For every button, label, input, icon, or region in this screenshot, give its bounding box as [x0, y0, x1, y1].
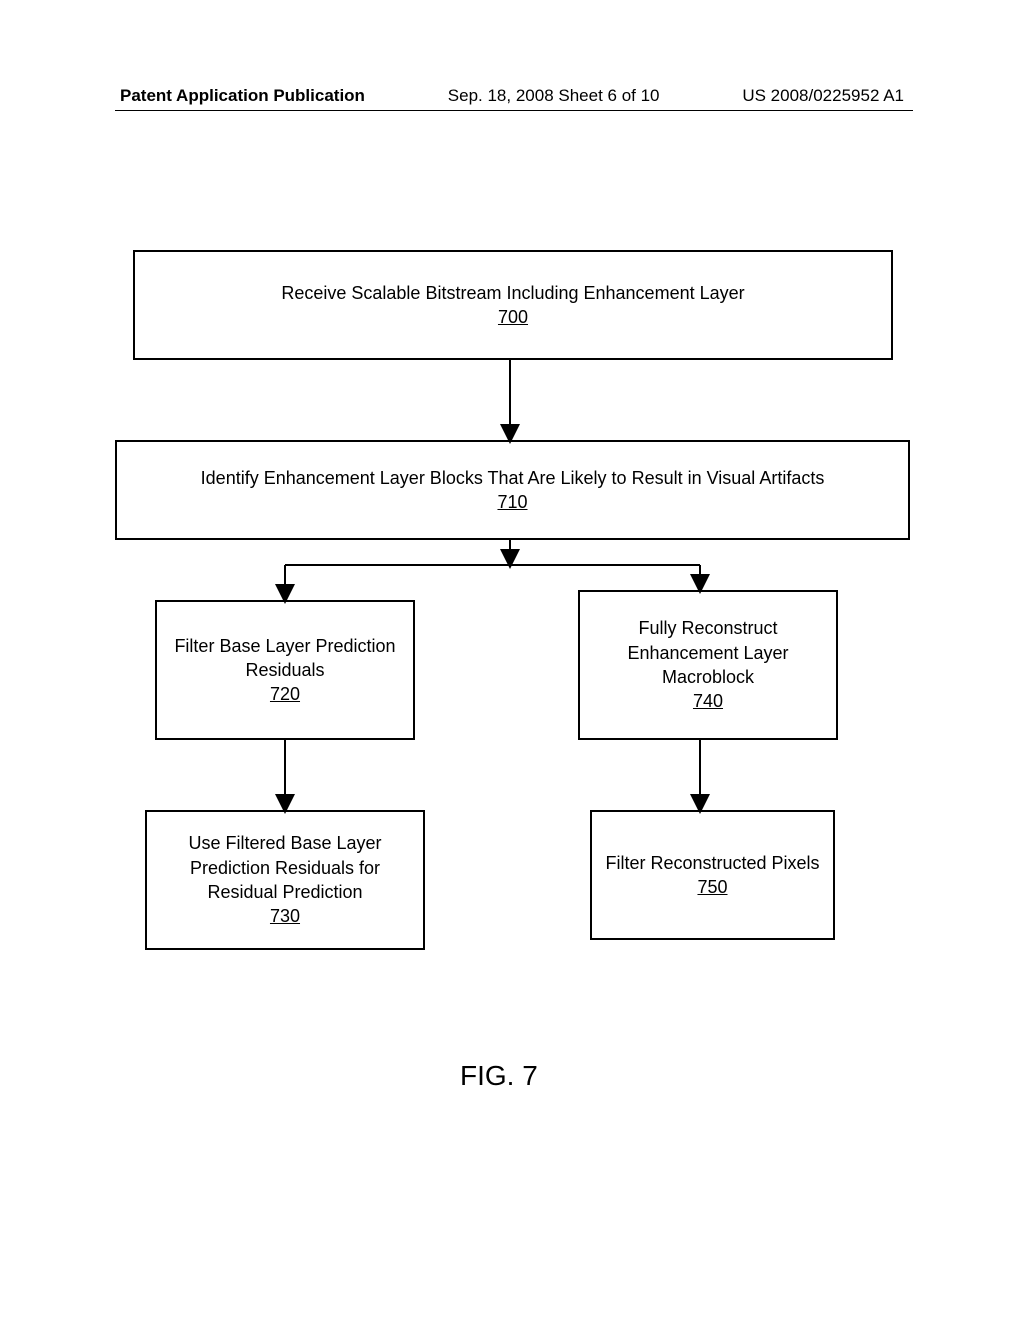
flow-box-730: Use Filtered Base Layer Prediction Resid…	[145, 810, 425, 950]
page-header: Patent Application Publication Sep. 18, …	[0, 86, 1024, 106]
box-text: Identify Enhancement Layer Blocks That A…	[201, 466, 825, 490]
header-rule	[115, 110, 913, 111]
box-text: Filter Reconstructed Pixels	[605, 851, 819, 875]
box-num: 720	[270, 682, 300, 706]
figure-label: FIG. 7	[460, 1060, 538, 1092]
flow-arrows	[0, 0, 1024, 1320]
header-left: Patent Application Publication	[120, 86, 365, 106]
box-num: 750	[697, 875, 727, 899]
box-num: 700	[498, 305, 528, 329]
box-num: 740	[693, 689, 723, 713]
box-num: 710	[497, 490, 527, 514]
flow-box-720: Filter Base Layer Prediction Residuals 7…	[155, 600, 415, 740]
flow-box-710: Identify Enhancement Layer Blocks That A…	[115, 440, 910, 540]
box-text: Receive Scalable Bitstream Including Enh…	[281, 281, 744, 305]
box-text: Use Filtered Base Layer Prediction Resid…	[155, 831, 415, 904]
box-text: Fully Reconstruct Enhancement Layer Macr…	[588, 616, 828, 689]
flow-box-700: Receive Scalable Bitstream Including Enh…	[133, 250, 893, 360]
flow-box-740: Fully Reconstruct Enhancement Layer Macr…	[578, 590, 838, 740]
flow-box-750: Filter Reconstructed Pixels 750	[590, 810, 835, 940]
box-num: 730	[270, 904, 300, 928]
header-center: Sep. 18, 2008 Sheet 6 of 10	[448, 86, 660, 106]
header-right: US 2008/0225952 A1	[742, 86, 904, 106]
box-text: Filter Base Layer Prediction Residuals	[165, 634, 405, 683]
